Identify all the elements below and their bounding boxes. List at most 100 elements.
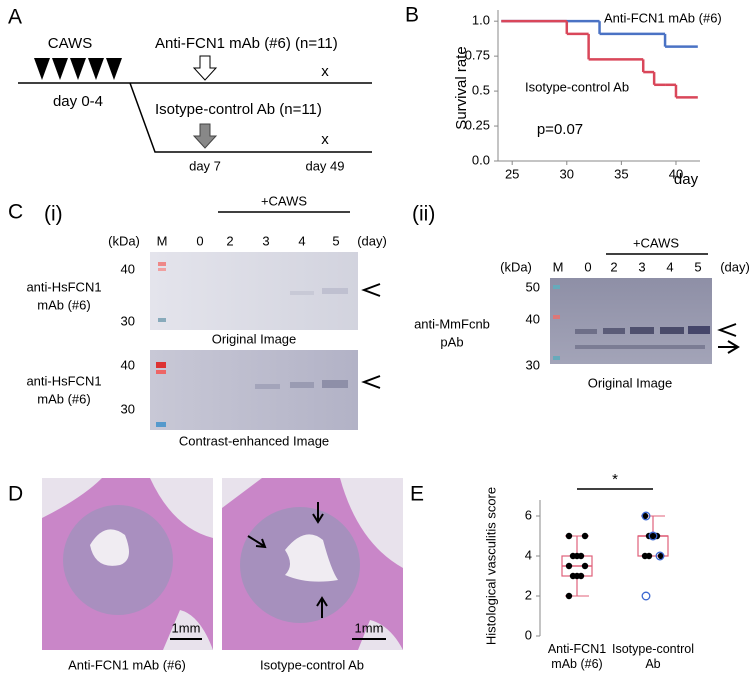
box-chart: 0 2 4 6 Histological vasculitis score * Anti-F…: [483, 471, 694, 671]
group-label: Isotype-control Ab (n=11): [155, 101, 322, 118]
x-tick-label: 40: [669, 166, 683, 181]
antibody: mAb (#6): [37, 391, 90, 406]
lane-labels: M 0 2 3 4 5: [157, 233, 340, 248]
antibody: anti-HsFCN1: [26, 373, 101, 388]
y-tick-label: 0.75: [465, 48, 490, 63]
data-point-open: [641, 591, 651, 601]
day-label: day 49: [305, 158, 344, 173]
scale-label: 1mm: [355, 620, 384, 635]
treatment: CAWS: [48, 35, 92, 52]
group-label: Anti-FCN1 mAb (#6) (n=11): [155, 35, 338, 52]
lane-label: 2: [610, 259, 617, 274]
histology-image: [222, 478, 403, 650]
day-label: day 7: [189, 158, 221, 173]
sub-label: (i): [44, 203, 63, 226]
timeline-branch: [129, 82, 372, 153]
panel-label: E: [410, 483, 424, 506]
treatment-days: day 0-4: [53, 93, 103, 110]
y-tick-label: 0.5: [472, 83, 490, 98]
blot-image: [550, 278, 712, 364]
lane-label: 0: [196, 233, 203, 248]
panel-label: B: [405, 4, 419, 27]
lane-unit: (day): [357, 233, 387, 248]
lane-label: M: [157, 233, 168, 248]
series-label: Isotype-control Ab: [525, 79, 629, 94]
arrow: [718, 340, 740, 354]
data-point: [657, 552, 665, 560]
data-point: [577, 572, 585, 580]
lane-unit: (day): [720, 259, 750, 274]
y-tick-label: 0: [525, 627, 532, 642]
panel-label: C: [8, 201, 23, 224]
series-label: Anti-FCN1 mAb (#6): [604, 10, 722, 25]
lane-label: 5: [332, 233, 339, 248]
antibody: pAb: [440, 334, 463, 349]
y-tick-label: 6: [525, 507, 532, 522]
lane-labels: M 0 2 3 4 5: [553, 259, 702, 274]
unit: (kDa): [108, 233, 140, 248]
y-axis-label: Survival rate: [453, 46, 470, 129]
group-label: +CAWS: [633, 235, 679, 250]
lane-label: 3: [638, 259, 645, 274]
caption: Anti-FCN1 mAb (#6): [68, 657, 186, 672]
mw-marker: 40: [121, 357, 135, 372]
unit: (kDa): [500, 259, 532, 274]
mw-marker: 30: [121, 401, 135, 416]
data-point-open: [648, 531, 658, 541]
arrowhead: [361, 375, 381, 389]
significance: *: [612, 471, 618, 488]
mw-marker: 40: [526, 311, 540, 326]
x-tick-label: 30: [560, 166, 574, 181]
antibody: mAb (#6): [37, 297, 90, 312]
y-tick-label: 0.0: [472, 152, 490, 167]
arrow: [192, 123, 218, 149]
sub-label: (ii): [412, 203, 435, 226]
data-point: [565, 592, 573, 600]
injection-triangles: [34, 58, 122, 80]
antibody: anti-MmFcnb: [414, 316, 490, 331]
scale-label: 1mm: [172, 620, 201, 635]
data-point: [641, 512, 649, 520]
y-axis-label: Histological vasculitis score: [483, 487, 498, 645]
antibody: anti-HsFCN1: [26, 279, 101, 294]
mw-marker: 50: [526, 279, 540, 294]
panel-label: D: [8, 483, 23, 506]
x-tick-label: 35: [614, 166, 628, 181]
y-tick-label: 4: [525, 547, 532, 562]
lane-label: 4: [298, 233, 305, 248]
blot-bands: [553, 285, 710, 360]
data-point: [577, 552, 585, 560]
y-tick-label: 0.25: [465, 117, 490, 132]
data-point-open: [641, 511, 651, 521]
blot-bands: [156, 362, 348, 427]
caption: Original Image: [588, 375, 673, 390]
mw-marker: 30: [526, 357, 540, 372]
lane-label: 3: [262, 233, 269, 248]
arrowhead: [717, 323, 737, 337]
data-point-open: [655, 551, 665, 561]
blot-image: [150, 350, 358, 430]
lane-label: 4: [666, 259, 673, 274]
group-label: +CAWS: [261, 193, 307, 208]
blot-bands: [158, 262, 348, 322]
x-tick-label: 25: [505, 166, 519, 181]
data-point: [645, 552, 653, 560]
lane-label: 0: [584, 259, 591, 274]
mw-marker: 40: [121, 261, 135, 276]
arrowhead: [361, 283, 381, 297]
x-axis-label: day: [674, 171, 699, 188]
endpoint: x: [321, 131, 329, 148]
x-tick-label: Isotype-control Ab: [612, 642, 694, 671]
y-tick-label: 2: [525, 587, 532, 602]
data-point: [565, 562, 573, 570]
x-tick-label: Anti-FCN1 mAb (#6): [548, 642, 606, 671]
data-point: [581, 562, 589, 570]
histology-image: [42, 478, 213, 650]
caption: Original Image: [212, 331, 297, 346]
mw-marker: 30: [121, 313, 135, 328]
panel-label: A: [8, 6, 22, 29]
survival-chart: 0.0 0.25 0.5 0.75 1.0 25 30 35 40 Survival rate da…: [453, 10, 722, 188]
caption: Contrast-enhanced Image: [179, 433, 329, 448]
annotation: p=0.07: [537, 121, 583, 138]
